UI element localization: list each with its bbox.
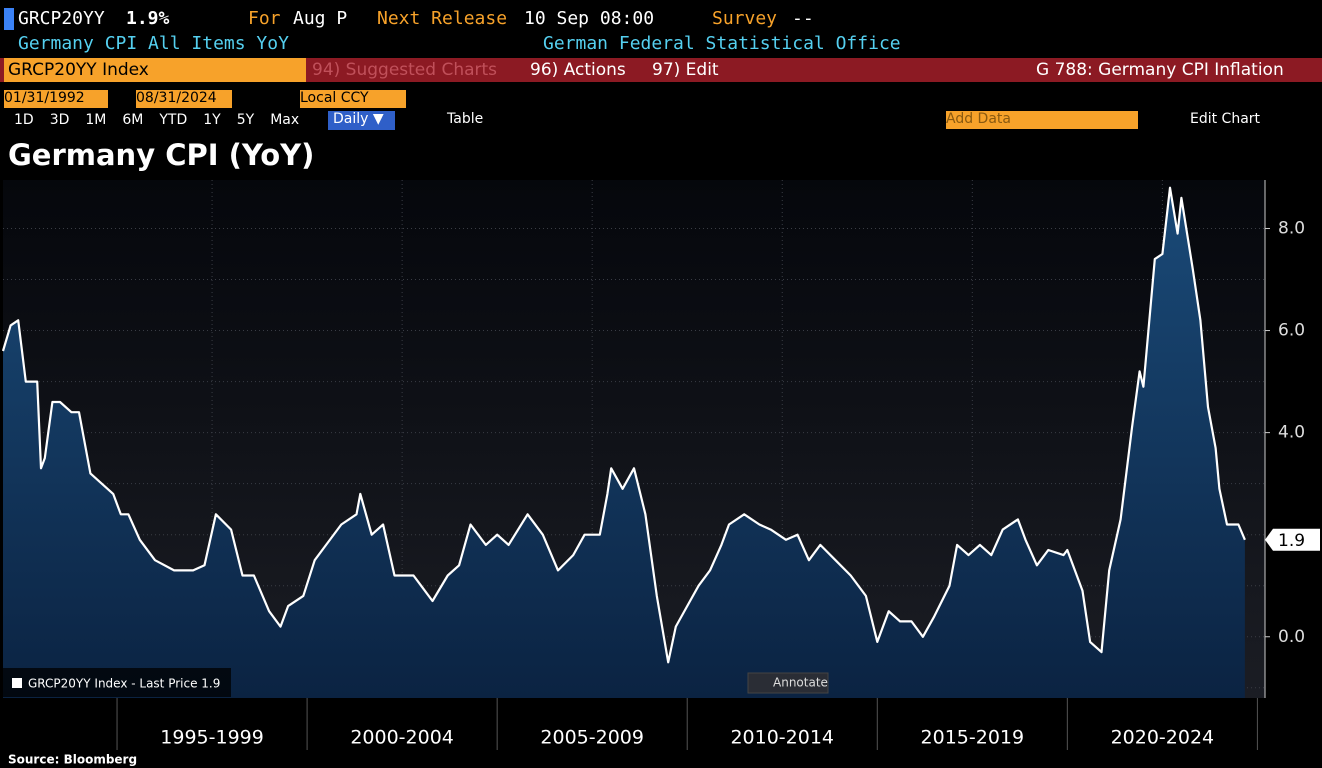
period-button[interactable]: YTD <box>159 112 188 128</box>
survey-label: Survey <box>712 8 778 29</box>
x-tick-label: 2000-2004 <box>350 727 454 749</box>
x-tick-label: 1995-1999 <box>160 727 264 749</box>
source-org: German Federal Statistical Office <box>543 33 901 54</box>
period-button[interactable]: Max <box>270 112 300 128</box>
actions-menu[interactable]: 96) Actions <box>530 60 626 80</box>
table-button[interactable]: Table <box>447 111 484 127</box>
ticker: GRCP20YY <box>18 8 105 29</box>
start-date[interactable]: 01/31/1992 <box>4 90 108 108</box>
chart-title: Germany CPI (YoY) <box>8 138 314 172</box>
y-tick-label: 4.0 <box>1278 423 1305 443</box>
y-tick-label: 8.0 <box>1278 218 1305 238</box>
add-data[interactable]: Add Data <box>946 111 1138 129</box>
x-tick-label: 2020-2024 <box>1111 727 1215 749</box>
suggested-charts[interactable]: 94) Suggested Charts <box>312 60 498 80</box>
x-tick-label: 2010-2014 <box>730 727 834 749</box>
annotate-label: Annotate <box>773 676 828 690</box>
ticker-marker <box>4 8 14 30</box>
area-fill <box>3 187 1245 698</box>
period-button[interactable]: 1M <box>85 112 107 128</box>
period-button[interactable]: 6M <box>122 112 144 128</box>
survey-value: -- <box>792 8 814 29</box>
x-tick-label: 2015-2019 <box>921 727 1025 749</box>
last-price-tag <box>1265 528 1320 551</box>
y-tick-label: 0.0 <box>1278 627 1305 647</box>
end-date[interactable]: 08/31/2024 <box>136 90 232 108</box>
chart-id[interactable]: G 788: Germany CPI Inflation <box>1036 60 1284 80</box>
source: Source: Bloomberg <box>8 753 137 767</box>
line <box>1 186 1246 664</box>
annotate-button <box>747 672 829 694</box>
period-button[interactable]: 3D <box>49 112 70 128</box>
release-label: Next Release <box>377 8 508 29</box>
period-button[interactable]: 1Y <box>203 112 221 128</box>
period-button[interactable]: 1D <box>14 112 34 128</box>
period-buttons: 1D 3D 1M 6M YTD 1Y 5Y Max <box>6 111 307 130</box>
x-tick-label: 2005-2009 <box>540 727 644 749</box>
release-value: 10 Sep 08:00 <box>524 8 655 29</box>
legend-box <box>3 668 231 697</box>
security-input[interactable]: GRCP20YY Index <box>4 58 306 82</box>
for-label: For <box>248 8 281 29</box>
currency[interactable]: Local CCY <box>300 90 406 108</box>
edit-menu[interactable]: 97) Edit <box>652 60 719 80</box>
legend-label: GRCP20YY Index - Last Price 1.9 <box>28 677 220 691</box>
legend-swatch <box>12 678 22 688</box>
y-tick-label: 6.0 <box>1278 321 1305 341</box>
edit-chart[interactable]: Edit Chart <box>1190 111 1261 127</box>
last-value: 1.9% <box>126 8 170 29</box>
x-axis-band <box>0 698 1265 750</box>
last-price-label: 1.9 <box>1278 531 1305 551</box>
frequency[interactable]: Daily ▼ <box>328 111 395 130</box>
description: Germany CPI All Items YoY <box>18 33 289 54</box>
for-value: Aug P <box>293 8 348 29</box>
period-button[interactable]: 5Y <box>236 112 255 128</box>
